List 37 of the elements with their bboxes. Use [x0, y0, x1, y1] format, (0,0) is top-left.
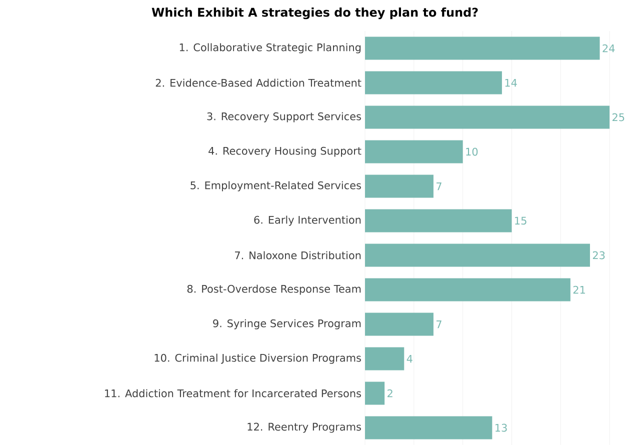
y-tick-label: 3. Recovery Support Services — [207, 112, 361, 122]
bar — [365, 140, 463, 164]
bar — [365, 244, 590, 267]
data-label: 24 — [602, 44, 615, 52]
y-tick-label: 12. Reentry Programs — [248, 422, 361, 433]
y-tick-label: 1. Collaborative Strategic Planning — [180, 43, 361, 54]
y-tick-label: 7. Naloxone Distribution — [235, 251, 361, 260]
y-tick-label: 11. Addiction Treatment for Incarcerated Persons — [105, 389, 361, 398]
data-label: 23 — [592, 251, 605, 260]
y-tick-label: 8. Post-Overdose Response Team — [187, 284, 361, 295]
bar — [365, 209, 512, 232]
data-label: 13 — [496, 424, 507, 432]
y-tick-label: 9. Syringe Services Program — [213, 319, 361, 330]
y-tick-label: 2. Evidence-Based Addiction Treatment — [156, 78, 362, 87]
data-label: 7 — [436, 320, 442, 328]
y-tick-label: 4. Recovery Housing Support — [208, 146, 362, 157]
data-label: 7 — [436, 182, 442, 190]
bar — [365, 382, 385, 405]
y-tick-label: 10. Criminal Justice Diversion Programs — [154, 354, 361, 364]
chart-title: Which Exhibit A strategies do they plan to fund? — [152, 8, 478, 20]
data-label: 10 — [466, 148, 478, 156]
data-label: 4 — [406, 354, 412, 363]
data-label: 2 — [388, 389, 392, 398]
y-tick-label: 5. Employment-Related Services — [190, 181, 361, 192]
data-label: 25 — [612, 113, 624, 122]
data-label: 14 — [505, 78, 517, 87]
bar — [365, 312, 434, 336]
bar — [365, 36, 600, 60]
bar — [365, 106, 610, 129]
bar — [365, 347, 404, 370]
bar — [365, 174, 434, 198]
bar — [365, 278, 570, 302]
y-tick-label: 6. Early Intervention — [254, 216, 361, 226]
bar — [365, 416, 492, 440]
data-label: 21 — [573, 286, 585, 294]
data-label: 15 — [515, 216, 526, 225]
bar — [365, 71, 502, 94]
